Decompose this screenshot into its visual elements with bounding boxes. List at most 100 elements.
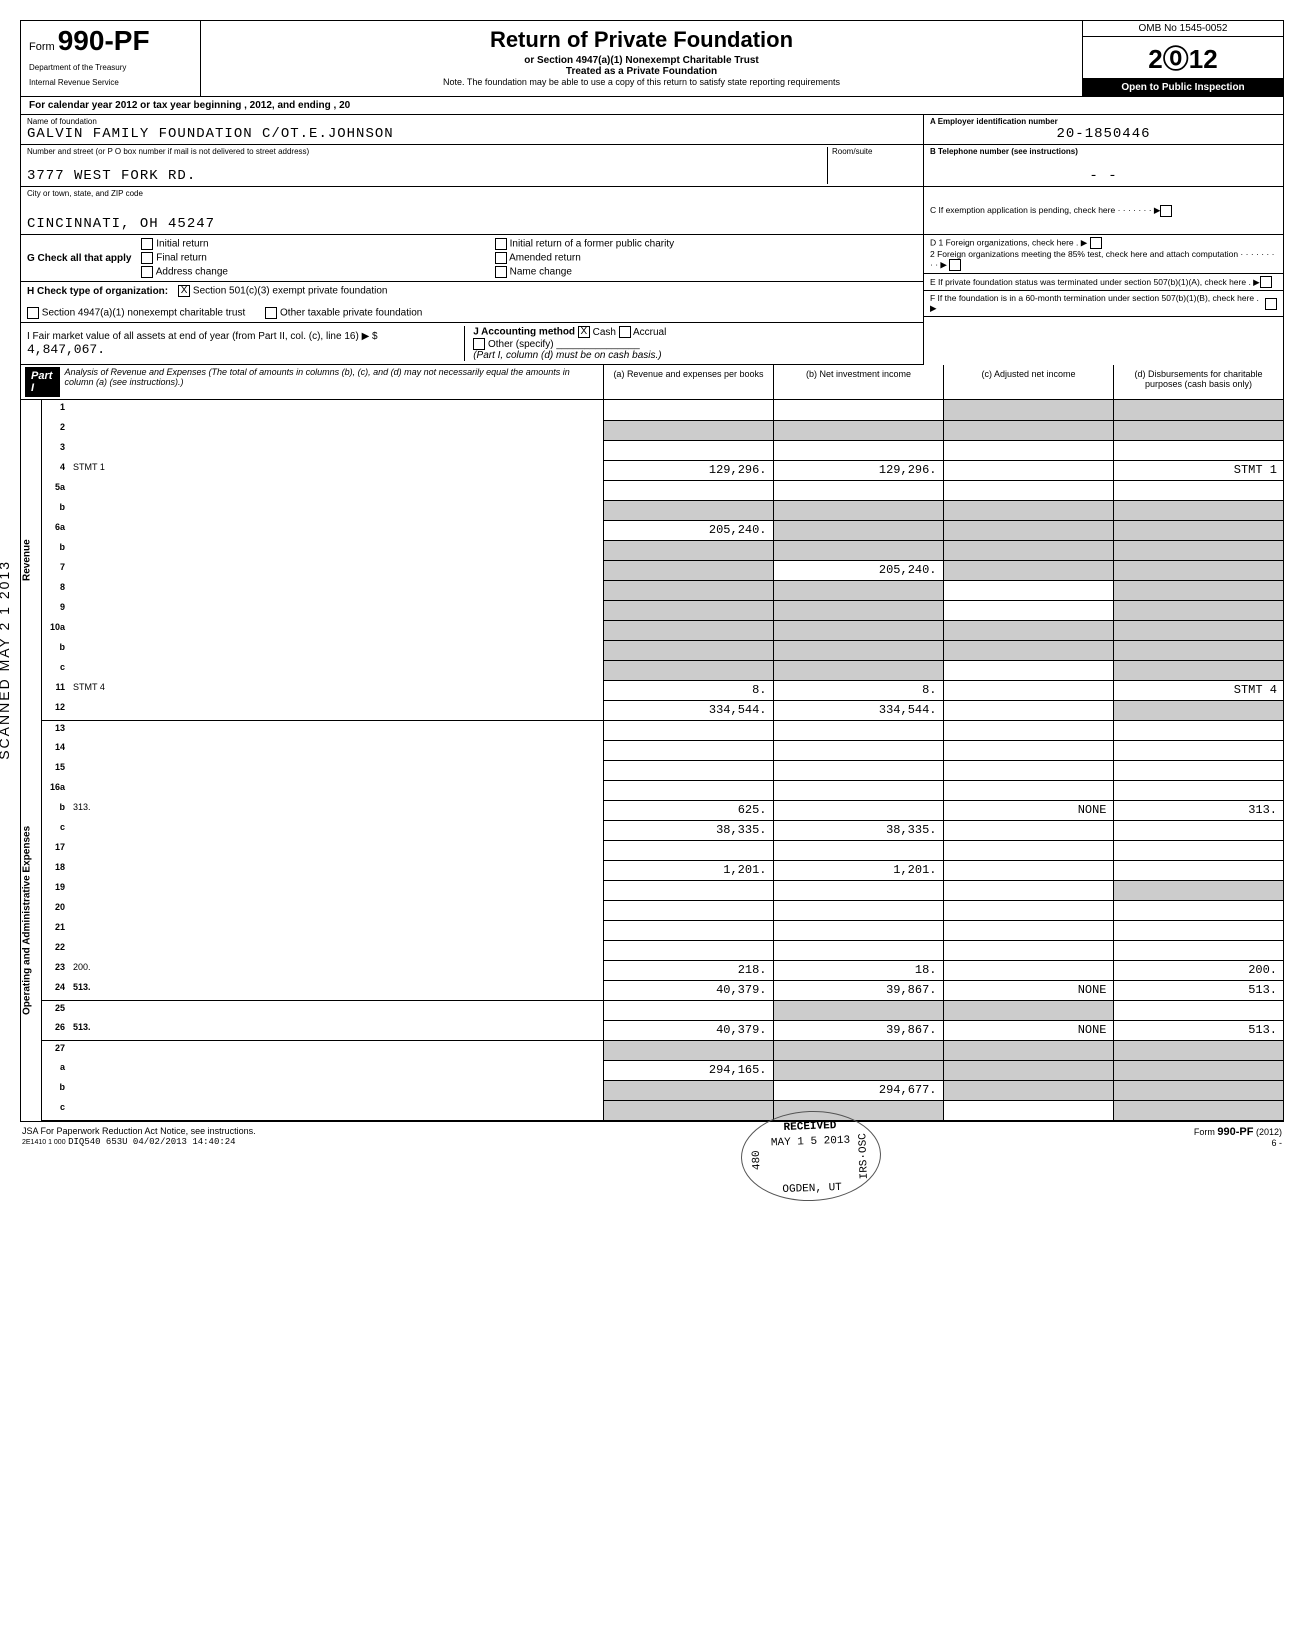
line-col-b xyxy=(773,1060,943,1080)
line-row: b xyxy=(21,640,1283,660)
open-inspection: Open to Public Inspection xyxy=(1083,79,1283,96)
scanned-date-vertical: SCANNED MAY 2 1 2013 xyxy=(0,560,12,760)
j-cash[interactable]: X Cash xyxy=(578,327,616,338)
line-col-a xyxy=(603,940,773,960)
line-col-d: STMT 4 xyxy=(1113,680,1283,700)
line-col-d: STMT 1 xyxy=(1113,460,1283,480)
e-cell: E If private foundation status was termi… xyxy=(924,274,1283,291)
g-initial[interactable]: Initial return xyxy=(141,238,470,250)
line-col-b: 294,677. xyxy=(773,1080,943,1100)
line-col-b xyxy=(773,840,943,860)
line-col-b xyxy=(773,1040,943,1060)
h-other[interactable]: Other taxable private foundation xyxy=(265,307,422,319)
line-desc xyxy=(69,540,603,560)
line-row: b xyxy=(21,540,1283,560)
d-cell: D 1 Foreign organizations, check here . … xyxy=(924,235,1283,274)
line-col-b xyxy=(773,720,943,740)
j-note: (Part I, column (d) must be on cash basi… xyxy=(473,350,661,361)
line-col-d xyxy=(1113,900,1283,920)
line-desc xyxy=(69,660,603,680)
line-col-c xyxy=(943,940,1113,960)
line-col-c xyxy=(943,740,1113,760)
line-row: 17 xyxy=(21,840,1283,860)
e-checkbox[interactable] xyxy=(1260,276,1272,288)
line-col-c xyxy=(943,1100,1113,1120)
g-final[interactable]: Final return xyxy=(141,252,470,264)
line-number: 5a xyxy=(41,480,69,500)
line-desc: STMT 4 xyxy=(69,680,603,700)
d1-checkbox[interactable] xyxy=(1090,237,1102,249)
line-desc xyxy=(69,1040,603,1060)
c-checkbox[interactable] xyxy=(1160,205,1172,217)
line-row: 16a xyxy=(21,780,1283,800)
addr-label: Number and street (or P O box number if … xyxy=(27,147,827,156)
line-col-c xyxy=(943,780,1113,800)
line-number: 23 xyxy=(41,960,69,980)
line-row: 8 xyxy=(21,580,1283,600)
line-col-c xyxy=(943,620,1113,640)
h-501c3[interactable]: X Section 501(c)(3) exempt private found… xyxy=(178,285,387,297)
part1-desc: Analysis of Revenue and Expenses (The to… xyxy=(60,367,599,397)
ein: 20-1850446 xyxy=(930,126,1277,142)
line-col-a xyxy=(603,900,773,920)
line-col-b xyxy=(773,1100,943,1120)
line-col-a xyxy=(603,600,773,620)
line-number: 12 xyxy=(41,700,69,720)
f-text: F If the foundation is in a 60-month ter… xyxy=(930,293,1265,314)
line-col-a xyxy=(603,1040,773,1060)
line-row: Revenue1 xyxy=(21,400,1283,420)
line-number: 25 xyxy=(41,1000,69,1020)
line-desc xyxy=(69,880,603,900)
phone-cell: B Telephone number (see instructions) - … xyxy=(924,145,1283,187)
line-desc xyxy=(69,940,603,960)
line-desc xyxy=(69,780,603,800)
line-col-b xyxy=(773,580,943,600)
line-number: 17 xyxy=(41,840,69,860)
h-4947[interactable]: Section 4947(a)(1) nonexempt charitable … xyxy=(27,307,245,319)
line-col-b xyxy=(773,1000,943,1020)
line-col-b xyxy=(773,660,943,680)
omb-box: OMB No 1545-0052 2⓪12 Open to Public Ins… xyxy=(1083,21,1283,96)
g-initial-former[interactable]: Initial return of a former public charit… xyxy=(495,238,917,250)
line-number: b xyxy=(41,540,69,560)
line-col-d xyxy=(1113,420,1283,440)
form-number: Form 990-PF xyxy=(29,25,192,57)
i-label: I Fair market value of all assets at end… xyxy=(27,331,378,342)
d2-checkbox[interactable] xyxy=(949,259,961,271)
line-col-b: 1,201. xyxy=(773,860,943,880)
line-col-c xyxy=(943,880,1113,900)
title-box: Return of Private Foundation or Section … xyxy=(201,21,1083,96)
f-checkbox[interactable] xyxy=(1265,298,1277,310)
line-col-b xyxy=(773,400,943,420)
line-col-c xyxy=(943,1080,1113,1100)
line-number: 18 xyxy=(41,860,69,880)
line-row: 11STMT 48.8.STMT 4 xyxy=(21,680,1283,700)
line-number: 11 xyxy=(41,680,69,700)
line-row: 20 xyxy=(21,900,1283,920)
j-accrual[interactable]: Accrual xyxy=(619,327,667,338)
line-col-c xyxy=(943,440,1113,460)
expenses-section-label: Operating and Administrative Expenses xyxy=(21,720,41,1120)
g-amended[interactable]: Amended return xyxy=(495,252,917,264)
line-col-d xyxy=(1113,620,1283,640)
line-number: 16a xyxy=(41,780,69,800)
line-col-a xyxy=(603,440,773,460)
line-col-a: 205,240. xyxy=(603,520,773,540)
line-col-a: 294,165. xyxy=(603,1060,773,1080)
line-desc xyxy=(69,860,603,880)
f-cell: F If the foundation is in a 60-month ter… xyxy=(924,291,1283,317)
line-desc xyxy=(69,440,603,460)
line-col-b xyxy=(773,480,943,500)
col-d-head: (d) Disbursements for charitable purpose… xyxy=(1113,365,1283,399)
j-other[interactable]: Other (specify) _______________ xyxy=(473,339,640,350)
g-name-change[interactable]: Name change xyxy=(495,266,917,278)
line-col-b: 8. xyxy=(773,680,943,700)
line-desc: STMT 1 xyxy=(69,460,603,480)
line-col-c xyxy=(943,480,1113,500)
line-desc xyxy=(69,900,603,920)
line-col-c xyxy=(943,900,1113,920)
line-col-d xyxy=(1113,1060,1283,1080)
line-desc xyxy=(69,700,603,720)
g-address[interactable]: Address change xyxy=(141,266,470,278)
line-col-c xyxy=(943,400,1113,420)
